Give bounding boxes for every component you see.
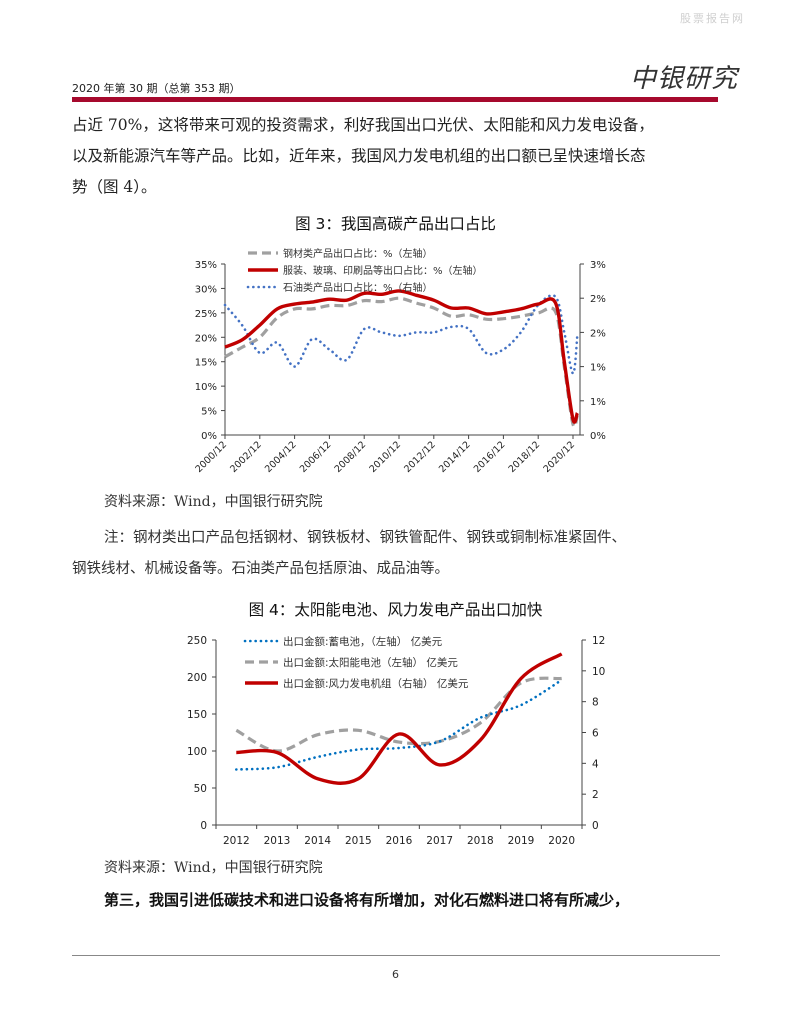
svg-text:10: 10 — [592, 666, 605, 678]
footer-rule — [72, 955, 720, 956]
svg-text:5%: 5% — [201, 407, 217, 418]
svg-text:3%: 3% — [590, 260, 606, 271]
svg-text:25%: 25% — [195, 309, 217, 320]
paragraph-line: 以及新能源汽车等产品。比如，近年来，我国风力发电机组的出口额已呈快速增长态 — [72, 147, 646, 165]
svg-text:2016: 2016 — [386, 835, 413, 847]
figure-3-note: 注：钢材类出口产品包括钢材、钢铁板材、钢铁管配件、钢铁或铜制标准紧固件、 钢铁线… — [72, 523, 732, 585]
series-line — [224, 296, 579, 429]
series-line — [236, 652, 563, 785]
svg-text:钢材类产品出口占比：%（左轴）: 钢材类产品出口占比：%（左轴） — [283, 247, 433, 260]
svg-text:2: 2 — [592, 789, 599, 801]
body-paragraph: 占近 70%，这将带来可观的投资需求，利好我国出口光伏、太阳能和风力发电设备， … — [72, 110, 722, 203]
figure-3-caption: 图 3：我国高碳产品出口占比 — [295, 215, 496, 233]
svg-text:石油类产品出口占比：%（右轴）: 石油类产品出口占比：%（右轴） — [283, 281, 433, 294]
svg-text:1%: 1% — [590, 397, 606, 408]
issue-number: 2020 年第 30 期（总第 353 期） — [72, 82, 241, 95]
note-line: 钢铁线材、机械设备等。石油类产品包括原油、成品油等。 — [72, 561, 449, 577]
svg-text:100: 100 — [187, 746, 207, 758]
svg-text:2018: 2018 — [467, 835, 494, 847]
svg-text:20%: 20% — [195, 333, 217, 344]
svg-text:15%: 15% — [195, 358, 217, 369]
svg-text:30%: 30% — [195, 284, 217, 295]
series-line — [235, 678, 563, 771]
logo: 中银研究 — [630, 64, 739, 94]
svg-text:服装、玻璃、印刷品等出口占比：%（左轴）: 服装、玻璃、印刷品等出口占比：%（左轴） — [283, 264, 483, 277]
svg-text:4: 4 — [592, 758, 599, 770]
page-number: 6 — [392, 968, 399, 981]
svg-text:50: 50 — [194, 783, 207, 795]
note-line: 注：钢材类出口产品包括钢材、钢铁板材、钢铁管配件、钢铁或铜制标准紧固件、 — [104, 530, 626, 546]
svg-text:8: 8 — [592, 697, 599, 709]
figure-4-source: 资料来源：Wind，中国银行研究院 — [104, 860, 323, 876]
figure-4-caption: 图 4：太阳能电池、风力发电产品出口加快 — [248, 601, 543, 619]
svg-text:2%: 2% — [590, 294, 606, 305]
svg-text:2017: 2017 — [426, 835, 453, 847]
svg-text:2%: 2% — [590, 328, 606, 339]
paragraph-line: 占近 70%，这将带来可观的投资需求，利好我国出口光伏、太阳能和风力发电设备， — [72, 116, 654, 134]
header-rule — [72, 97, 718, 102]
figure-3-source: 资料来源：Wind，中国银行研究院 — [104, 494, 323, 510]
svg-text:2012: 2012 — [223, 835, 250, 847]
svg-text:出口金额:太阳能电池（左轴） 亿美元: 出口金额:太阳能电池（左轴） 亿美元 — [283, 656, 458, 669]
section-lead: 第三，我国引进低碳技术和进口设备将有所增加，对化石燃料进口将有所减少， — [104, 891, 630, 909]
svg-text:250: 250 — [187, 635, 207, 647]
svg-text:0%: 0% — [201, 431, 217, 442]
svg-text:0: 0 — [592, 820, 599, 832]
svg-text:200: 200 — [187, 672, 207, 684]
svg-text:出口金额:蓄电池，（左轴） 亿美元: 出口金额:蓄电池，（左轴） 亿美元 — [283, 635, 443, 648]
svg-text:2020: 2020 — [548, 835, 575, 847]
svg-text:0%: 0% — [590, 431, 606, 442]
svg-text:35%: 35% — [195, 260, 217, 271]
svg-text:150: 150 — [187, 709, 207, 721]
svg-text:出口金额:风力发电机组（右轴） 亿美元: 出口金额:风力发电机组（右轴） 亿美元 — [283, 677, 469, 690]
watermark: 股票报告网 — [680, 12, 745, 25]
svg-text:0: 0 — [200, 820, 207, 832]
svg-text:2015: 2015 — [345, 835, 372, 847]
svg-text:2019: 2019 — [508, 835, 535, 847]
series-line — [224, 289, 579, 424]
svg-text:1%: 1% — [590, 363, 606, 374]
svg-text:12: 12 — [592, 635, 605, 647]
svg-text:2013: 2013 — [264, 835, 291, 847]
paragraph-line: 势（图 4）。 — [72, 178, 157, 196]
svg-text:2014: 2014 — [304, 835, 331, 847]
series-line — [223, 294, 579, 375]
svg-text:6: 6 — [592, 728, 599, 740]
svg-text:10%: 10% — [195, 382, 217, 393]
